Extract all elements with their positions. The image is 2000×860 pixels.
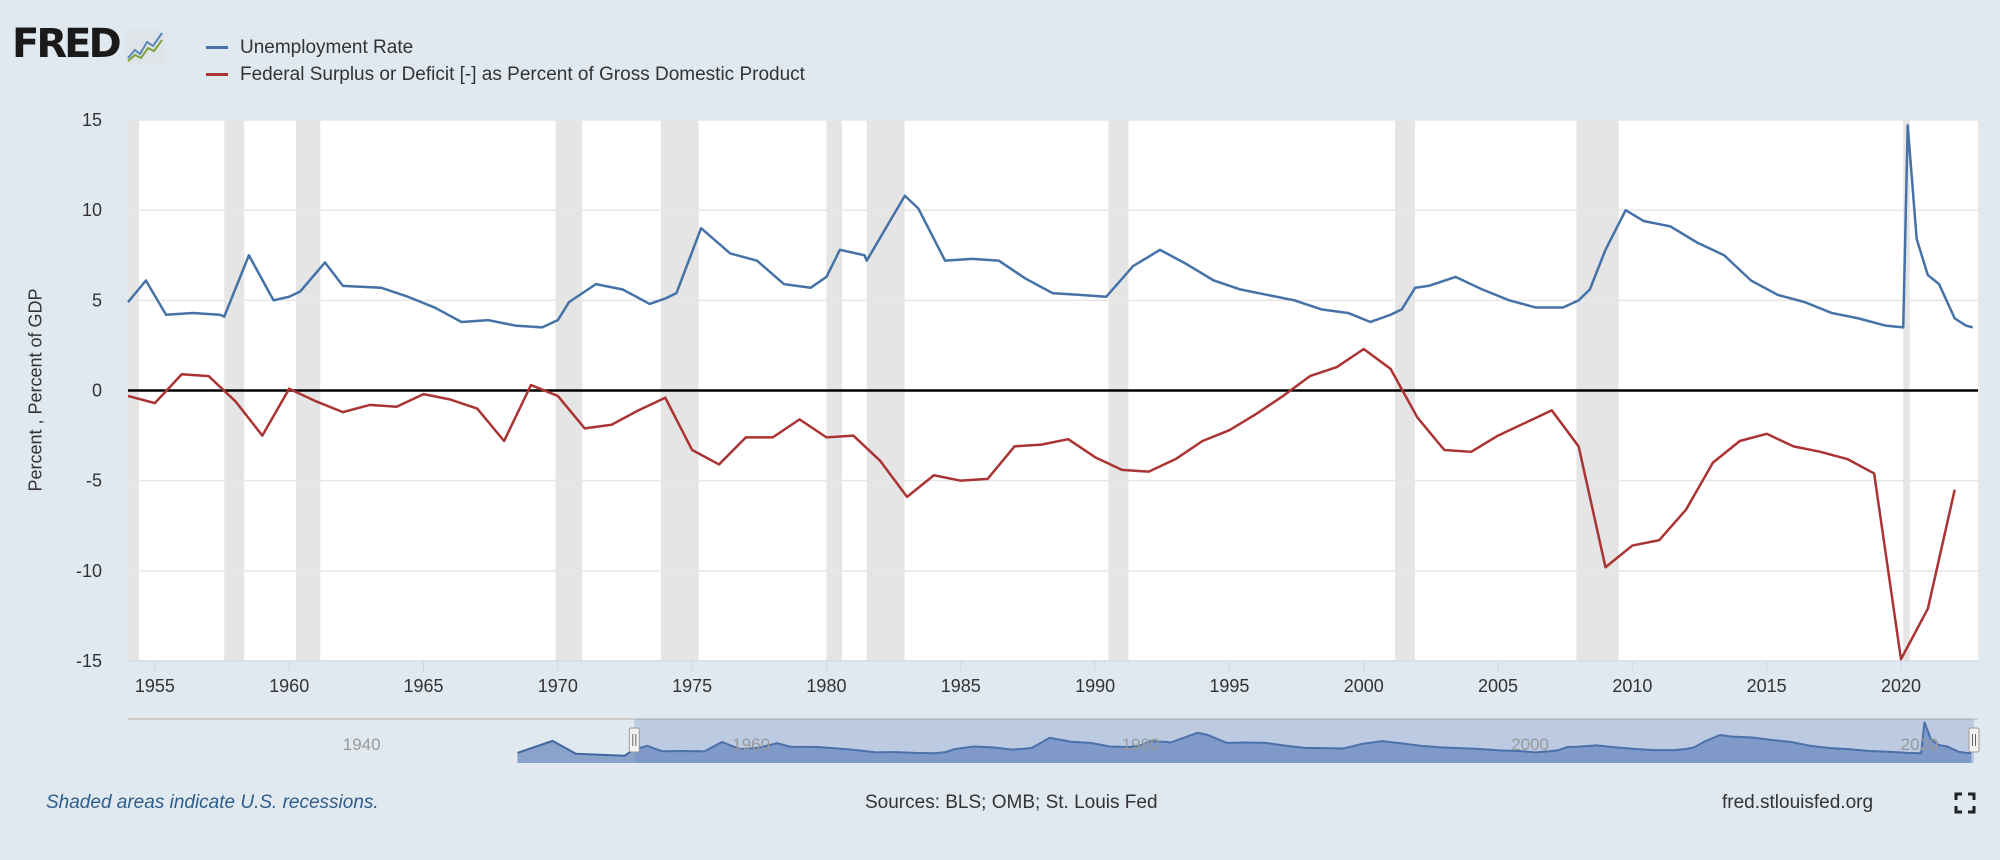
chart-logo-icon — [124, 30, 165, 64]
legend-swatch — [206, 46, 228, 49]
site-link[interactable]: fred.stlouisfed.org — [1722, 792, 1874, 813]
navigator-handle[interactable] — [1968, 727, 1980, 753]
legend-item-deficit[interactable]: Federal Surplus or Deficit [-] as Percen… — [206, 61, 805, 88]
x-tick-label: 1955 — [135, 676, 175, 696]
fullscreen-icon[interactable] — [1954, 792, 1976, 814]
x-tick-label: 1975 — [672, 676, 712, 696]
legend-swatch — [206, 73, 228, 76]
navigator-label: 2020 — [1901, 735, 1939, 754]
y-tick-label: -5 — [86, 471, 102, 491]
x-tick-label: 1985 — [941, 676, 981, 696]
navigator-line — [517, 721, 1972, 757]
unemployment-series — [127, 124, 1973, 329]
deficit-series — [127, 347, 1956, 661]
y-tick-label: -10 — [76, 561, 102, 581]
x-tick-label: 1965 — [403, 676, 443, 696]
x-tick-label: 2010 — [1612, 676, 1652, 696]
x-tick-label: 2015 — [1747, 676, 1787, 696]
navigator-label: 1940 — [343, 735, 381, 754]
logo-text: FRED — [12, 21, 122, 67]
navigator-handle[interactable] — [628, 727, 640, 753]
navigator-label: 1960 — [732, 735, 770, 754]
x-tick-label: 1980 — [806, 676, 846, 696]
y-tick-label: 15 — [82, 110, 102, 130]
navigator-label: 1980 — [1122, 735, 1160, 754]
x-tick-label: 2020 — [1881, 676, 1921, 696]
sources-text: Sources: BLS; OMB; St. Louis Fed — [865, 792, 1158, 813]
x-tick-label: 1970 — [538, 676, 578, 696]
legend-label: Federal Surplus or Deficit [-] as Percen… — [240, 63, 805, 85]
legend-item-unemployment[interactable]: Unemployment Rate — [206, 34, 805, 61]
y-tick-label: 0 — [92, 381, 102, 401]
fred-logo[interactable]: FRED — [12, 24, 165, 64]
x-tick-label: 1990 — [1075, 676, 1115, 696]
y-tick-label: 10 — [82, 200, 102, 220]
x-tick-label: 2000 — [1344, 676, 1384, 696]
legend: Unemployment Rate Federal Surplus or Def… — [206, 34, 805, 88]
y-tick-label: -15 — [76, 651, 102, 671]
navigator-selection — [634, 719, 1974, 763]
x-tick-label: 2005 — [1478, 676, 1518, 696]
x-tick-label: 1995 — [1209, 676, 1249, 696]
y-tick-label: 5 — [92, 290, 102, 310]
x-tick-label: 1960 — [269, 676, 309, 696]
legend-label: Unemployment Rate — [240, 36, 414, 58]
recession-note: Shaded areas indicate U.S. recessions. — [46, 792, 379, 813]
navigator-label: 2000 — [1511, 735, 1549, 754]
navigator: 1940 1960 1980 2000 2020 — [128, 718, 1980, 763]
